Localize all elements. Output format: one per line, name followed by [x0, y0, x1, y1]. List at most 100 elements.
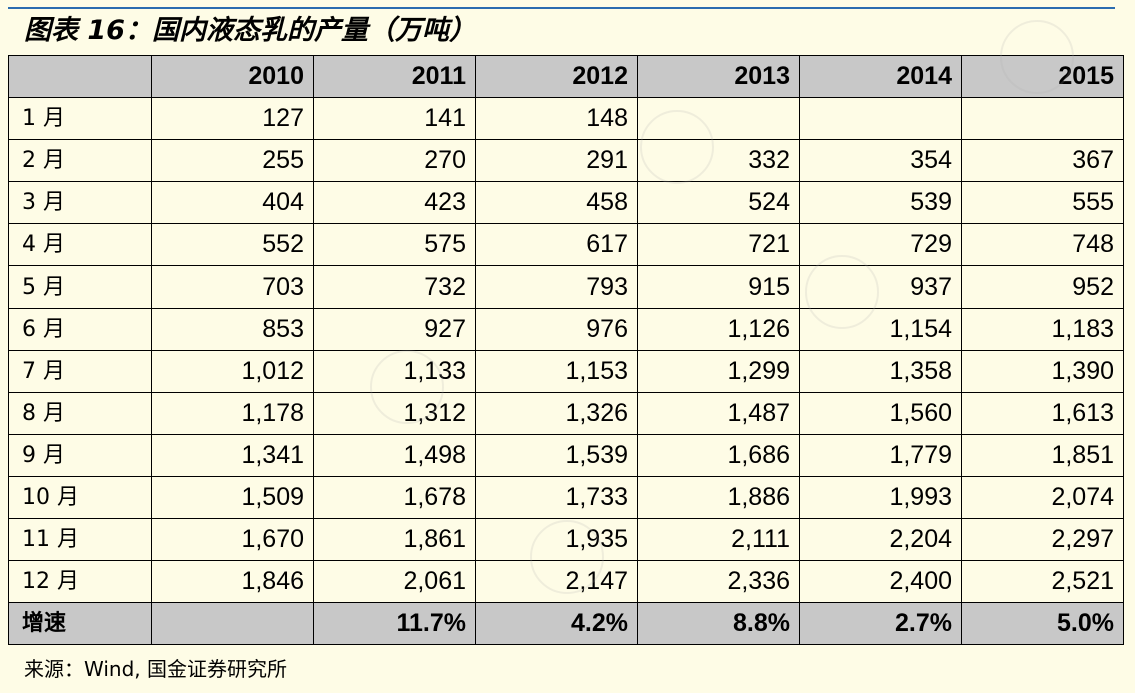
value-cell: 1,846: [151, 560, 314, 604]
value-cell: 2,147: [475, 560, 638, 604]
value-cell: 1,993: [799, 475, 962, 520]
value-cell: 1,851: [961, 433, 1124, 477]
value-cell: [799, 97, 962, 141]
value-cell: 2,111: [637, 518, 800, 562]
table-row: 8 月 1,178 1,312 1,326 1,487 1,560 1,613: [8, 391, 1124, 435]
month-label-cell: 8 月: [8, 391, 152, 435]
value-cell: 1,779: [799, 433, 962, 477]
value-cell: [961, 97, 1124, 141]
table-row: 11 月 1,670 1,861 1,935 2,111 2,204 2,297: [8, 518, 1124, 562]
value-cell: 1,686: [637, 433, 800, 477]
value-cell: 1,178: [151, 391, 314, 435]
table-row: 2 月 255 270 291 332 354 367: [8, 139, 1124, 183]
value-cell: 853: [151, 307, 314, 351]
value-cell: 721: [637, 223, 800, 267]
value-cell: 1,539: [475, 433, 638, 477]
value-cell: 793: [475, 265, 638, 309]
header-year-cell: 2014: [799, 54, 962, 99]
value-cell: 539: [799, 181, 962, 225]
value-cell: 927: [313, 307, 476, 351]
value-cell: 423: [313, 181, 476, 225]
value-cell: 291: [475, 139, 638, 183]
value-cell: 332: [637, 139, 800, 183]
value-cell: 524: [637, 181, 800, 225]
value-cell: 1,861: [313, 518, 476, 562]
growth-value-cell: 8.8%: [637, 602, 800, 646]
value-cell: 1,326: [475, 391, 638, 435]
value-cell: 255: [151, 139, 314, 183]
month-label-cell: 11 月: [8, 518, 152, 562]
month-label-cell: 3 月: [8, 181, 152, 225]
table-row: 7 月 1,012 1,133 1,153 1,299 1,358 1,390: [8, 349, 1124, 393]
value-cell: 1,312: [313, 391, 476, 435]
month-label-cell: 6 月: [8, 307, 152, 351]
value-cell: 1,390: [961, 349, 1124, 393]
month-label-cell: 2 月: [8, 139, 152, 183]
value-cell: 1,498: [313, 433, 476, 477]
value-cell: 404: [151, 181, 314, 225]
value-cell: 617: [475, 223, 638, 267]
value-cell: 552: [151, 223, 314, 267]
header-year-cell: 2011: [313, 54, 476, 99]
value-cell: 1,733: [475, 475, 638, 520]
value-cell: 2,336: [637, 560, 800, 604]
value-cell: 937: [799, 265, 962, 309]
value-cell: 976: [475, 307, 638, 351]
header-year-cell: 2012: [475, 54, 638, 99]
value-cell: 1,560: [799, 391, 962, 435]
data-table-container: 2010 2011 2012 2013 2014 2015 1 月 127 141 1…: [8, 54, 1124, 646]
value-cell: 2,297: [961, 518, 1124, 562]
value-cell: 732: [313, 265, 476, 309]
production-table: 2010 2011 2012 2013 2014 2015 1 月 127 141 1…: [8, 54, 1124, 646]
growth-label-cell: 增速: [8, 602, 152, 646]
value-cell: 1,886: [637, 475, 800, 520]
month-label-cell: 10 月: [8, 475, 152, 520]
value-cell: 915: [637, 265, 800, 309]
table-row: 3 月 404 423 458 524 539 555: [8, 181, 1124, 225]
value-cell: 2,204: [799, 518, 962, 562]
value-cell: 748: [961, 223, 1124, 267]
growth-row: 增速 11.7% 4.2% 8.8% 2.7% 5.0%: [8, 602, 1124, 646]
month-label-cell: 1 月: [8, 97, 152, 141]
month-label-cell: 7 月: [8, 349, 152, 393]
value-cell: 1,012: [151, 349, 314, 393]
value-cell: 270: [313, 139, 476, 183]
value-cell: 2,400: [799, 560, 962, 604]
value-cell: 2,061: [313, 560, 476, 604]
value-cell: 1,299: [637, 349, 800, 393]
value-cell: 1,183: [961, 307, 1124, 351]
value-cell: 458: [475, 181, 638, 225]
value-cell: 1,154: [799, 307, 962, 351]
header-row: 2010 2011 2012 2013 2014 2015: [8, 54, 1124, 99]
value-cell: 952: [961, 265, 1124, 309]
month-label-cell: 4 月: [8, 223, 152, 267]
month-label-cell: 12 月: [8, 560, 152, 604]
table-row: 9 月 1,341 1,498 1,539 1,686 1,779 1,851: [8, 433, 1124, 477]
value-cell: 127: [151, 97, 314, 141]
header-year-cell: 2013: [637, 54, 800, 99]
table-row: 1 月 127 141 148: [8, 97, 1124, 141]
value-cell: 1,487: [637, 391, 800, 435]
header-year-cell: 2015: [961, 54, 1124, 99]
value-cell: 555: [961, 181, 1124, 225]
value-cell: 1,341: [151, 433, 314, 477]
growth-value-cell: 4.2%: [475, 602, 638, 646]
source-note: 来源：Wind, 国金证券研究所: [24, 657, 287, 681]
growth-value-cell: 11.7%: [313, 602, 476, 646]
table-body: 1 月 127 141 148 2 月 255 270 291 332 354 367 3 月 404 4…: [8, 97, 1124, 604]
growth-value-cell: [151, 602, 314, 646]
value-cell: 1,133: [313, 349, 476, 393]
table-row: 10 月 1,509 1,678 1,733 1,886 1,993 2,074: [8, 475, 1124, 520]
header-corner-cell: [8, 54, 152, 99]
growth-value-cell: 2.7%: [799, 602, 962, 646]
value-cell: 1,678: [313, 475, 476, 520]
top-rule: [8, 7, 1115, 9]
value-cell: 354: [799, 139, 962, 183]
month-label-cell: 9 月: [8, 433, 152, 477]
value-cell: 1,670: [151, 518, 314, 562]
value-cell: 1,613: [961, 391, 1124, 435]
value-cell: 148: [475, 97, 638, 141]
value-cell: 1,935: [475, 518, 638, 562]
growth-value-cell: 5.0%: [961, 602, 1124, 646]
header-year-cell: 2010: [151, 54, 314, 99]
